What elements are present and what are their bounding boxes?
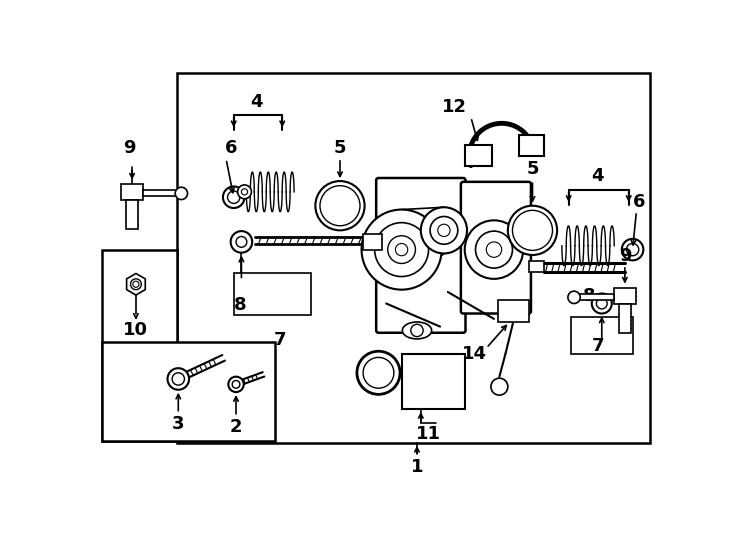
Text: 8: 8 (582, 287, 595, 305)
Text: 6: 6 (225, 139, 237, 157)
Bar (177, 73, 650, 443)
Circle shape (175, 187, 187, 200)
Circle shape (172, 373, 184, 385)
Circle shape (316, 181, 365, 231)
Bar (571, 318, 633, 354)
Circle shape (437, 224, 450, 237)
Text: 11: 11 (416, 426, 441, 443)
Text: 6: 6 (633, 193, 645, 211)
Bar (614, 288, 636, 303)
Text: 7: 7 (274, 332, 286, 349)
Text: 7: 7 (592, 337, 604, 355)
Text: 2: 2 (230, 418, 242, 436)
Text: 3: 3 (172, 415, 184, 433)
Circle shape (363, 357, 394, 388)
Circle shape (374, 222, 429, 276)
Text: 10: 10 (123, 321, 148, 340)
Bar (528, 261, 544, 272)
Text: 14: 14 (462, 345, 487, 363)
Circle shape (362, 210, 442, 289)
Text: 9: 9 (619, 247, 631, 265)
Text: 4: 4 (592, 167, 604, 185)
Bar (401, 354, 465, 409)
FancyBboxPatch shape (376, 178, 465, 333)
Circle shape (476, 231, 512, 268)
Bar (102, 342, 275, 441)
Circle shape (597, 298, 607, 309)
Circle shape (357, 351, 400, 394)
Circle shape (622, 239, 644, 260)
Bar (121, 184, 143, 200)
Circle shape (508, 206, 557, 255)
Circle shape (421, 207, 467, 253)
Circle shape (320, 186, 360, 226)
Circle shape (228, 191, 240, 204)
Circle shape (133, 281, 139, 287)
Bar (102, 249, 177, 441)
Circle shape (236, 237, 247, 247)
Circle shape (241, 189, 247, 195)
Bar (363, 234, 382, 249)
Bar (498, 300, 528, 322)
Circle shape (223, 186, 244, 208)
Circle shape (230, 231, 252, 253)
Text: 8: 8 (233, 296, 246, 314)
Circle shape (512, 211, 553, 251)
Text: 1: 1 (411, 458, 424, 476)
Circle shape (388, 236, 415, 264)
Bar (126, 200, 138, 229)
Circle shape (228, 377, 244, 392)
Circle shape (491, 378, 508, 395)
Circle shape (232, 381, 240, 388)
Text: 9: 9 (123, 139, 135, 157)
Circle shape (465, 220, 523, 279)
Circle shape (487, 242, 501, 257)
Circle shape (131, 279, 142, 289)
Text: 5: 5 (334, 139, 346, 157)
Circle shape (396, 244, 408, 256)
Bar (574, 294, 614, 300)
Circle shape (592, 294, 612, 314)
Text: 4: 4 (250, 93, 263, 111)
Bar (143, 190, 181, 197)
Bar (233, 273, 310, 315)
Circle shape (238, 185, 252, 199)
Circle shape (568, 291, 580, 303)
Ellipse shape (402, 322, 432, 339)
Bar (520, 135, 544, 157)
Circle shape (371, 234, 383, 247)
Text: 12: 12 (441, 98, 466, 116)
Circle shape (167, 368, 189, 390)
Circle shape (626, 244, 639, 256)
FancyBboxPatch shape (461, 182, 531, 314)
Text: 5: 5 (526, 160, 539, 178)
Polygon shape (126, 273, 145, 295)
Circle shape (411, 325, 423, 336)
Circle shape (430, 217, 458, 244)
Bar (465, 145, 493, 166)
Bar (619, 303, 631, 333)
